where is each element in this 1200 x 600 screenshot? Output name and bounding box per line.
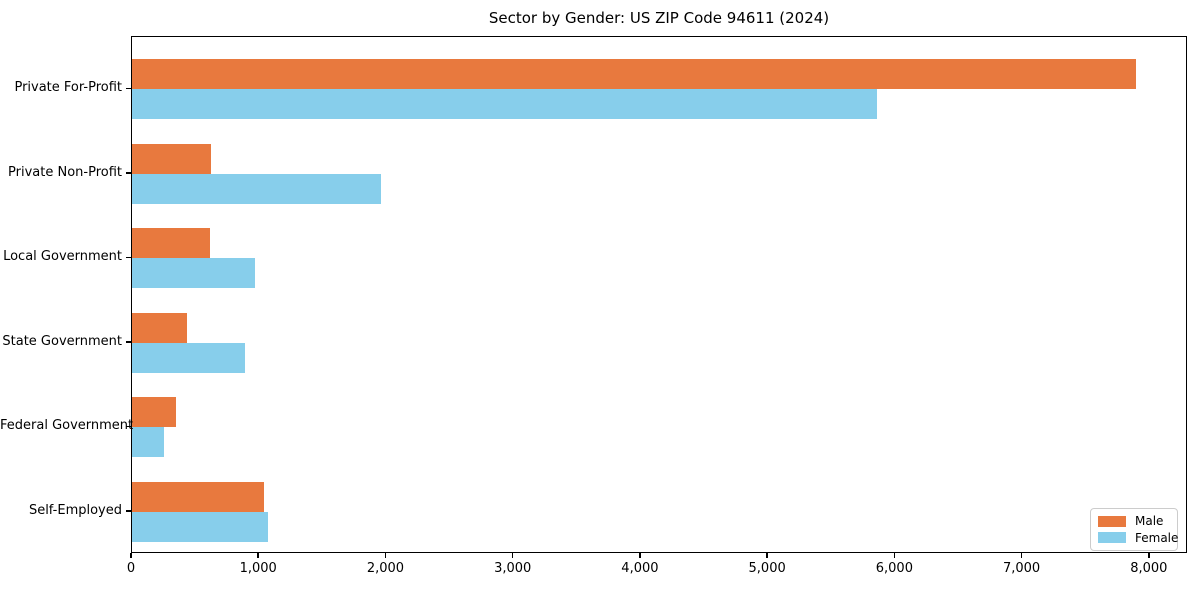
- y-axis-category-label: State Government: [2, 333, 122, 349]
- x-tick-mark: [257, 553, 259, 558]
- bar-male-private-for-profit: [132, 59, 1136, 89]
- y-tick-mark: [126, 256, 131, 258]
- y-axis-category-label: Private For-Profit: [14, 80, 122, 95]
- bar-female-federal-government: [132, 427, 164, 457]
- x-tick-mark: [130, 553, 132, 558]
- y-tick-mark: [126, 425, 131, 427]
- legend-label-female: Female: [1135, 530, 1179, 545]
- bar-male-federal-government: [132, 397, 176, 427]
- x-tick-label: 5,000: [748, 561, 786, 576]
- bar-female-local-government: [132, 258, 256, 288]
- legend: Male Female: [1090, 508, 1178, 551]
- x-tick-label: 1,000: [239, 561, 277, 576]
- x-tick-label: 4,000: [621, 561, 659, 576]
- x-tick-mark: [384, 553, 387, 558]
- y-tick-mark: [126, 172, 131, 174]
- x-tick-label: 2,000: [366, 561, 405, 576]
- x-tick-mark: [1020, 553, 1023, 558]
- legend-item-male: Male: [1098, 514, 1170, 528]
- x-tick-mark: [766, 553, 768, 558]
- x-tick-label: 7,000: [1002, 561, 1041, 576]
- x-tick-label: 0: [126, 561, 136, 576]
- plot-area: [131, 36, 1187, 553]
- bar-female-self-employed: [132, 511, 269, 542]
- x-tick-mark: [511, 553, 514, 558]
- bar-female-private-for-profit: [132, 89, 877, 119]
- x-tick-mark: [639, 553, 641, 558]
- bar-female-state-government: [132, 342, 245, 373]
- x-tick-mark: [1148, 553, 1150, 558]
- x-tick-mark: [893, 553, 896, 558]
- bar-male-state-government: [132, 312, 188, 343]
- legend-label-male: Male: [1135, 514, 1164, 529]
- y-axis-category-label: Local Government: [3, 249, 122, 264]
- y-tick-mark: [126, 341, 131, 343]
- y-axis-category-label: Self-Employed: [28, 502, 122, 518]
- y-axis-category-label: Federal Government: [0, 418, 134, 433]
- y-axis-category-label: Private Non-Profit: [8, 164, 122, 180]
- chart-title: Sector by Gender: US ZIP Code 94611 (202…: [488, 9, 830, 27]
- legend-swatch-female: [1098, 532, 1126, 544]
- x-tick-label: 8,000: [1130, 561, 1168, 576]
- x-tick-label: 6,000: [875, 561, 913, 576]
- y-tick-mark: [126, 510, 131, 512]
- x-tick-label: 3,000: [494, 561, 532, 576]
- bar-male-private-non-profit: [132, 143, 211, 174]
- bar-male-local-government: [132, 228, 211, 258]
- bar-male-self-employed: [132, 481, 265, 512]
- legend-swatch-male: [1098, 515, 1126, 527]
- y-tick-mark: [126, 87, 131, 89]
- legend-item-female: Female: [1098, 531, 1178, 545]
- bar-female-private-non-profit: [132, 173, 382, 204]
